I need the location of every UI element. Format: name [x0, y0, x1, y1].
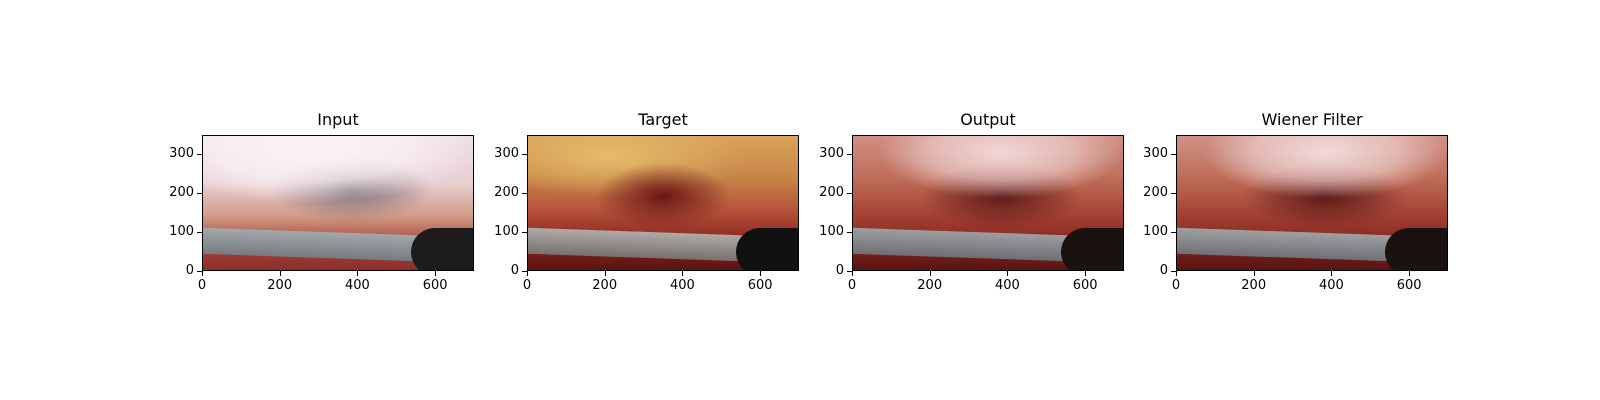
x-tick-mark — [929, 271, 931, 276]
y-tick-label: 100 — [819, 224, 844, 240]
x-tick-mark — [1253, 271, 1255, 276]
x-tick-mark — [1331, 271, 1333, 276]
y-tick-label: 0 — [510, 263, 519, 278]
y-tick-label: 100 — [1143, 224, 1168, 240]
x-tick-mark — [604, 271, 606, 276]
y-tick-mark — [1171, 271, 1176, 272]
y-tick-mark — [522, 193, 527, 195]
y-tick-mark — [1171, 193, 1176, 195]
y-tick-mark — [847, 271, 852, 272]
x-tick-label: 600 — [422, 278, 448, 293]
y-tick-mark — [522, 154, 527, 156]
y-tick-mark — [1171, 232, 1176, 234]
x-tick-mark — [682, 271, 684, 276]
y-tick-label: 0 — [1159, 263, 1168, 278]
y-tick-label: 200 — [819, 185, 844, 201]
x-tick-label: 200 — [592, 278, 618, 293]
x-tick-label: 0 — [847, 278, 857, 293]
surgical-image — [527, 135, 799, 271]
x-tick-label: 600 — [1072, 278, 1098, 293]
y-tick-mark — [197, 232, 202, 234]
panel-title: Target — [638, 110, 688, 129]
surgical-image — [852, 135, 1124, 271]
instrument-tip — [736, 228, 798, 270]
y-tick-mark — [847, 154, 852, 156]
y-tick-label: 300 — [819, 146, 844, 162]
y-tick-mark — [197, 193, 202, 195]
instrument-tip — [1061, 228, 1123, 270]
y-tick-label: 300 — [494, 146, 519, 162]
y-tick-label: 0 — [835, 263, 844, 278]
x-tick-mark — [1176, 271, 1177, 276]
y-tick-mark — [522, 271, 527, 272]
x-tick-label: 400 — [995, 278, 1020, 293]
y-tick-mark — [847, 232, 852, 234]
x-tick-label: 600 — [747, 278, 773, 293]
panel-title: Wiener Filter — [1261, 110, 1363, 129]
instrument-tip — [411, 228, 473, 270]
surgical-image — [1176, 135, 1448, 271]
y-tick-label: 200 — [494, 185, 519, 201]
x-tick-mark — [852, 271, 853, 276]
x-tick-mark — [527, 271, 528, 276]
y-tick-mark — [1171, 154, 1176, 156]
surgical-image — [202, 135, 474, 271]
x-tick-label: 200 — [917, 278, 943, 293]
y-tick-mark — [847, 193, 852, 195]
y-tick-label: 200 — [1143, 185, 1168, 201]
x-tick-mark — [435, 271, 437, 276]
x-tick-label: 400 — [345, 278, 370, 293]
y-tick-mark — [197, 154, 202, 156]
x-tick-mark — [1409, 271, 1411, 276]
x-tick-mark — [1085, 271, 1087, 276]
x-tick-label: 600 — [1396, 278, 1422, 293]
x-tick-mark — [760, 271, 762, 276]
x-tick-mark — [202, 271, 203, 276]
panel-title: Input — [317, 110, 359, 129]
y-tick-mark — [522, 232, 527, 234]
instrument-tip — [1385, 228, 1447, 270]
y-tick-label: 100 — [494, 224, 519, 240]
x-tick-label: 0 — [522, 278, 532, 293]
y-tick-label: 0 — [185, 263, 194, 278]
x-tick-label: 400 — [1319, 278, 1344, 293]
y-tick-mark — [197, 271, 202, 272]
x-tick-label: 0 — [197, 278, 207, 293]
x-tick-mark — [1007, 271, 1009, 276]
x-tick-mark — [357, 271, 359, 276]
y-tick-label: 100 — [169, 224, 194, 240]
y-tick-label: 300 — [169, 146, 194, 162]
x-tick-label: 200 — [1241, 278, 1267, 293]
x-tick-label: 0 — [1171, 278, 1181, 293]
y-tick-label: 300 — [1143, 146, 1168, 162]
panel-title: Output — [960, 110, 1016, 129]
x-tick-label: 200 — [267, 278, 293, 293]
x-tick-mark — [279, 271, 281, 276]
y-tick-label: 200 — [169, 185, 194, 201]
x-tick-label: 400 — [670, 278, 695, 293]
